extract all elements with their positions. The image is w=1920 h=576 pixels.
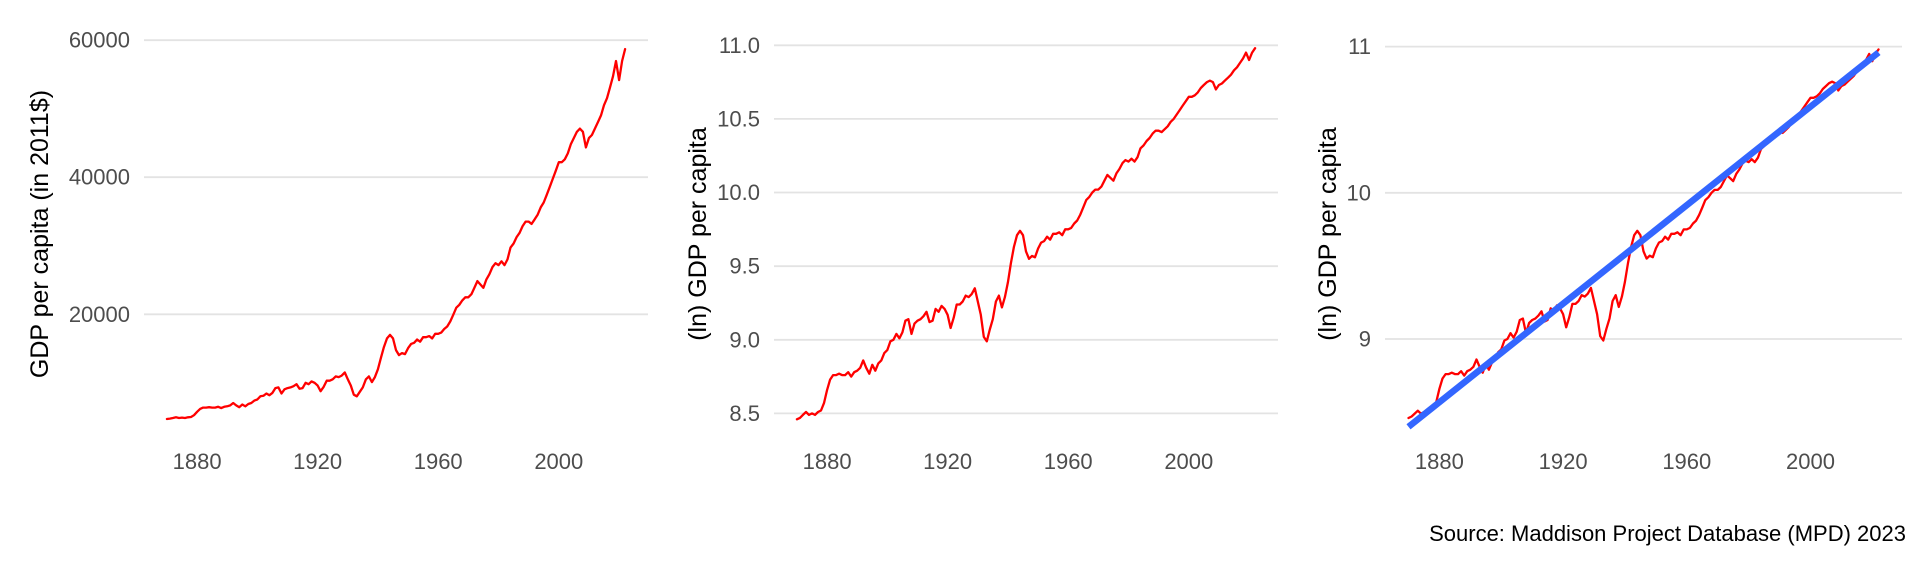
y-tick-label: 8.5 bbox=[729, 401, 760, 426]
y-tick-label: 9.5 bbox=[729, 254, 760, 279]
source-caption: Source: Maddison Project Database (MPD) … bbox=[1429, 521, 1906, 546]
gdp-series-line bbox=[795, 47, 1257, 421]
y-tick-label: 11 bbox=[1348, 34, 1371, 59]
chart-panel-2: 9 10 11 1880 1920 1960 2000 bbox=[1347, 34, 1902, 474]
y-axis-title-gdp-level: GDP per capita (in 2011$) bbox=[26, 89, 54, 379]
y-tick-label: 40000 bbox=[69, 165, 130, 190]
y-tick-label: 20000 bbox=[69, 302, 130, 327]
x-tick-label: 1920 bbox=[923, 449, 972, 474]
x-tick-label: 1880 bbox=[173, 449, 222, 474]
y-tick-label: 9 bbox=[1359, 327, 1371, 352]
gdp-series-line bbox=[165, 47, 627, 421]
x-tick-label: 2000 bbox=[1164, 449, 1213, 474]
x-tick-label: 1880 bbox=[803, 449, 852, 474]
x-tick-label: 1960 bbox=[414, 449, 463, 474]
y-tick-label: 11.0 bbox=[719, 33, 760, 58]
y-tick-label: 10.0 bbox=[717, 180, 760, 205]
y-tick-label: 10 bbox=[1347, 180, 1371, 205]
x-tick-label: 2000 bbox=[534, 449, 583, 474]
x-tick-label: 1920 bbox=[1539, 449, 1588, 474]
chart-panel-1: 8.5 9.0 9.5 10.0 10.5 11.0 1880 1920 1960 2000 bbox=[717, 33, 1278, 474]
y-tick-label: 10.5 bbox=[717, 106, 760, 131]
x-tick-label: 1880 bbox=[1415, 449, 1464, 474]
x-tick-label: 2000 bbox=[1786, 449, 1835, 474]
trend-line bbox=[1406, 49, 1881, 430]
x-tick-label: 1960 bbox=[1044, 449, 1093, 474]
x-tick-label: 1920 bbox=[293, 449, 342, 474]
y-tick-label: 9.0 bbox=[729, 327, 760, 352]
y-axis-title-ln-gdp: (ln) GDP per capita bbox=[684, 127, 712, 341]
y-tick-label: 60000 bbox=[69, 28, 130, 53]
y-axis-title-ln-gdp-trend: (ln) GDP per capita bbox=[1314, 127, 1342, 341]
chart-panel-0: 20000 40000 60000 1880 1920 1960 2000 bbox=[69, 28, 648, 474]
x-tick-label: 1960 bbox=[1662, 449, 1711, 474]
